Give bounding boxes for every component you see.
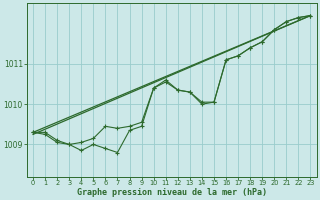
X-axis label: Graphe pression niveau de la mer (hPa): Graphe pression niveau de la mer (hPa) — [77, 188, 267, 197]
